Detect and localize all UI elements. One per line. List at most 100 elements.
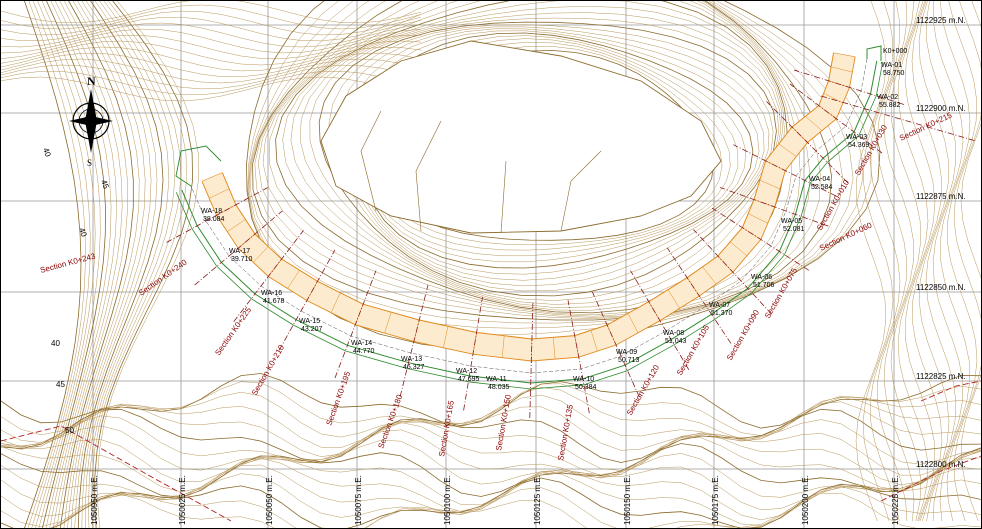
contour-label: 40 xyxy=(41,147,53,159)
easting-label: 1050175 m.E. xyxy=(711,475,720,525)
boundary-lines xyxy=(1,380,981,522)
station-elevation: 54.369 xyxy=(848,142,870,149)
station-name: WA-02 xyxy=(877,94,898,101)
section-line xyxy=(233,230,304,323)
contour-line xyxy=(1,22,422,48)
road-end xyxy=(175,145,222,187)
station-elevation: 52.081 xyxy=(783,226,805,233)
section-line xyxy=(794,69,905,105)
easting-label: 1050125 m.E. xyxy=(533,475,542,525)
section-label: Section K0+135 xyxy=(556,403,575,461)
station-elevation: 51.370 xyxy=(711,310,733,317)
contour-line xyxy=(49,1,117,528)
northing-label: 1122925 m.N. xyxy=(916,16,966,25)
contour-line xyxy=(939,1,971,522)
slope-hatch xyxy=(501,335,505,358)
contour-line xyxy=(250,1,843,324)
contour-line xyxy=(1,415,981,471)
contour-line xyxy=(248,1,854,329)
section-line xyxy=(630,270,690,370)
contour-line xyxy=(1,437,981,493)
contour-line xyxy=(883,1,915,522)
contour-line xyxy=(932,1,964,522)
contour-line xyxy=(1,387,981,443)
contour-line xyxy=(246,1,881,350)
contour-line xyxy=(1,422,981,476)
contour-line xyxy=(1,394,981,448)
road-start xyxy=(866,45,882,61)
station-elevation: 58.750 xyxy=(883,70,905,77)
contour-line xyxy=(897,1,929,522)
northing-labels: 1122925 m.N. 1122900 m.N. 1122875 m.N. 1… xyxy=(916,16,966,469)
contour-line xyxy=(1,40,422,66)
north-arrow: N S xyxy=(69,74,113,168)
contour-line xyxy=(1,408,981,463)
contour-line xyxy=(50,492,981,528)
slope-hatch xyxy=(330,292,341,313)
station-name: WA-03 xyxy=(846,134,867,141)
station-name: WA-10 xyxy=(573,376,594,383)
station-name: WA-08 xyxy=(663,330,684,337)
northing-label: 1122825 m.N. xyxy=(916,372,966,381)
contour-line xyxy=(299,12,781,305)
contour-line xyxy=(1,4,422,30)
station-elevation: 50.384 xyxy=(575,384,597,391)
contour-line xyxy=(1,401,981,457)
slope-hatch xyxy=(590,330,598,352)
northing-label: 1122900 m.N. xyxy=(916,104,966,113)
contour-line xyxy=(318,21,777,297)
station-elevation: 46.327 xyxy=(403,364,425,371)
contour-line xyxy=(1,76,422,102)
contour-line xyxy=(1,46,422,72)
contour-line xyxy=(24,1,82,528)
station-name: WA-09 xyxy=(616,349,637,356)
contour-line xyxy=(960,1,981,522)
contour-elevation-labels: 40 45 40 40 45 50 xyxy=(41,147,111,435)
station-elevation: 51.043 xyxy=(665,338,687,345)
section-lines xyxy=(166,69,977,418)
contour-line xyxy=(59,1,134,528)
section-line xyxy=(529,303,534,418)
slope-hatch xyxy=(443,326,449,348)
contour-line xyxy=(31,1,91,528)
section-line xyxy=(278,249,336,351)
contour-line xyxy=(855,1,887,522)
contour-line xyxy=(1,1,422,24)
contour-line xyxy=(45,1,112,528)
section-label: Section K0+150 xyxy=(494,393,513,451)
contour-line xyxy=(1,52,422,78)
easting-label: 1050050 m.E. xyxy=(265,475,274,525)
contour-line xyxy=(247,1,872,343)
fill-slope xyxy=(202,52,856,361)
easting-label: 1050100 m.E. xyxy=(443,475,452,525)
station-elevation: 55.882 xyxy=(879,102,901,109)
contour-line xyxy=(1,464,981,521)
contour-line xyxy=(890,1,922,522)
section-line xyxy=(789,83,883,154)
northing-label: 1122800 m.N. xyxy=(916,460,966,469)
section-line xyxy=(733,144,837,197)
section-label: Section K0+215 xyxy=(898,110,954,142)
slope-hatch xyxy=(201,172,223,182)
slope-hatch xyxy=(748,213,768,224)
contour-label: 40 xyxy=(77,227,89,239)
north-letter: N xyxy=(87,74,96,88)
northing-label: 1122875 m.N. xyxy=(916,192,966,201)
station-name: WA-18 xyxy=(201,208,222,215)
easting-label: 1050225 m.E. xyxy=(891,475,900,525)
contour-line xyxy=(42,1,106,528)
contour-line xyxy=(953,1,981,522)
contour-line xyxy=(94,1,194,528)
section-line xyxy=(766,101,849,184)
station-elevation: 39.710 xyxy=(231,256,253,263)
section-line xyxy=(592,291,640,398)
station-elevation: 38.084 xyxy=(203,216,225,223)
slope-hatch xyxy=(831,66,853,73)
contour-line xyxy=(1,58,422,84)
contour-label: 45 xyxy=(56,380,65,389)
contour-line xyxy=(52,1,123,528)
contour-label: 40 xyxy=(51,339,60,348)
